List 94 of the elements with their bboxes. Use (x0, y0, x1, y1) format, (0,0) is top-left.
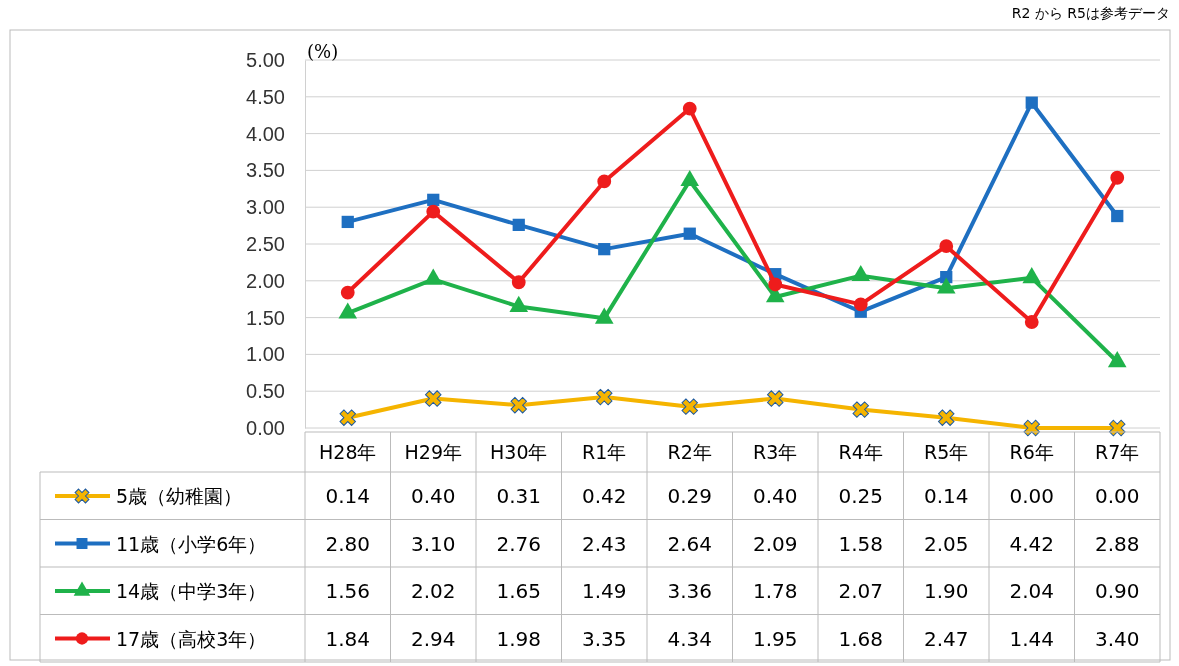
x-tick-label: R1年 (582, 441, 627, 463)
y-tick-label: 2.50 (246, 232, 285, 255)
y-tick-label: 0.50 (246, 380, 285, 403)
point (1110, 170, 1125, 185)
point (598, 243, 611, 256)
y-tick-label: 4.00 (246, 122, 285, 145)
y-tick-label: 3.50 (246, 159, 285, 182)
legend-label: 14歳（中学3年） (116, 580, 267, 602)
data-label: 2.02 (410, 579, 456, 603)
data-label: 4.42 (1009, 531, 1055, 556)
data-label: 2.94 (410, 626, 456, 651)
legend-label: 11歳（小学6年） (116, 532, 267, 555)
y-tick-label: 0.00 (246, 416, 285, 439)
data-label: 2.04 (1009, 579, 1055, 603)
point (597, 174, 612, 189)
x-tick-label: R2年 (667, 441, 712, 463)
data-label: 1.90 (923, 579, 969, 603)
data-label: 1.98 (496, 626, 542, 651)
data-label: 3.35 (581, 626, 627, 651)
y-tick-label: 5.00 (246, 48, 285, 71)
y-tick-label: 1.00 (246, 343, 285, 366)
y-tick-label: 4.50 (246, 85, 285, 108)
point (938, 409, 955, 426)
point (427, 193, 440, 206)
point (683, 227, 696, 240)
point (510, 396, 527, 414)
x-tick-label: H29年 (404, 441, 462, 463)
y-tick-label: 2.00 (246, 269, 285, 292)
data-label: 2.43 (581, 531, 627, 556)
point (1111, 209, 1124, 223)
point (768, 277, 783, 292)
data-label: 1.78 (752, 579, 798, 603)
x-tick-label: R7年 (1095, 441, 1140, 463)
data-label: 0.25 (838, 484, 884, 508)
data-label: 0.31 (496, 484, 542, 508)
data-label: 1.84 (325, 626, 371, 651)
point (682, 101, 697, 116)
point (511, 275, 526, 290)
data-label: 0.42 (581, 484, 627, 508)
y-tick-label: 1.50 (246, 306, 285, 329)
point (681, 398, 698, 415)
data-label: 1.56 (325, 579, 371, 603)
x-tick-label: R4年 (838, 441, 883, 463)
data-label: 3.10 (410, 531, 456, 556)
data-label: 1.68 (838, 626, 884, 651)
x-tick-label: H28年 (319, 441, 377, 463)
data-label: 0.29 (667, 484, 713, 508)
point (426, 204, 441, 219)
data-label: 4.34 (667, 626, 713, 651)
data-label: 2.05 (923, 531, 969, 556)
point (1024, 315, 1039, 329)
x-tick-label: R6年 (1009, 441, 1054, 463)
data-label: 1.65 (496, 579, 542, 603)
data-label: 2.88 (1094, 531, 1140, 556)
data-label: 2.07 (838, 579, 884, 603)
legend-label: 17歳（高校3年） (116, 627, 267, 650)
data-label: 2.80 (325, 531, 371, 556)
point (341, 215, 354, 229)
data-label: 0.00 (1009, 484, 1055, 508)
point (852, 401, 869, 418)
x-tick-label: R5年 (924, 441, 969, 463)
data-label: 3.40 (1094, 626, 1140, 651)
point (596, 388, 613, 406)
point (939, 239, 954, 254)
point (767, 390, 784, 407)
y-axis-title: (%) (307, 41, 339, 62)
data-label: 0.14 (325, 484, 371, 508)
point (339, 409, 356, 426)
legend-label: 5歳（幼稚園） (116, 485, 243, 507)
data-label: 1.49 (581, 579, 627, 603)
data-label: 1.95 (752, 626, 798, 651)
text: R2 から R5は参考データ (1011, 5, 1170, 21)
point (340, 285, 355, 300)
data-label: 0.90 (1094, 579, 1140, 603)
data-label: 2.47 (923, 626, 969, 651)
y-tick-label: 3.00 (246, 196, 285, 219)
point (512, 218, 525, 231)
data-label: 0.14 (923, 484, 969, 508)
data-label: 0.40 (752, 484, 798, 508)
data-label: 2.09 (752, 531, 798, 556)
data-label: 1.44 (1009, 626, 1055, 651)
data-label: 1.58 (838, 531, 884, 556)
data-label: 3.36 (667, 579, 713, 603)
point (1025, 96, 1038, 109)
x-tick-label: R3年 (753, 441, 798, 463)
data-label: 0.00 (1094, 484, 1140, 508)
point (425, 390, 442, 407)
x-tick-label: H30年 (490, 441, 548, 463)
point (853, 297, 868, 312)
data-label: 2.76 (496, 531, 542, 556)
point (1023, 419, 1040, 437)
data-label: 0.40 (410, 484, 456, 508)
data-label: 2.64 (667, 531, 713, 556)
point (1109, 419, 1126, 437)
